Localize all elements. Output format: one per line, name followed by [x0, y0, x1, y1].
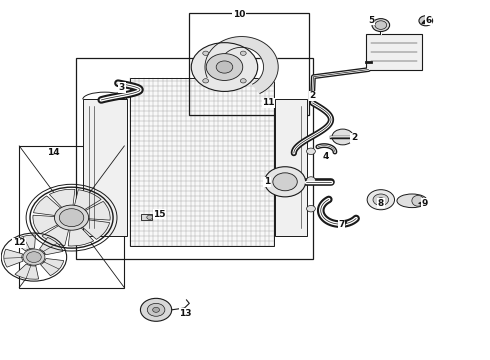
- Circle shape: [59, 209, 84, 226]
- Wedge shape: [39, 237, 63, 255]
- Circle shape: [26, 252, 41, 262]
- Ellipse shape: [412, 195, 424, 206]
- Circle shape: [332, 129, 353, 145]
- Wedge shape: [15, 264, 39, 279]
- Circle shape: [191, 42, 258, 91]
- Text: 10: 10: [233, 10, 245, 19]
- Bar: [130, 78, 274, 246]
- Text: 5: 5: [368, 16, 374, 25]
- Circle shape: [378, 198, 384, 202]
- Circle shape: [153, 307, 159, 312]
- Circle shape: [54, 205, 89, 230]
- Circle shape: [273, 173, 297, 191]
- Wedge shape: [41, 258, 64, 276]
- Text: 8: 8: [378, 199, 384, 208]
- Text: 1: 1: [264, 177, 270, 186]
- Wedge shape: [82, 220, 110, 239]
- Bar: [275, 99, 307, 235]
- Circle shape: [23, 249, 45, 265]
- Circle shape: [367, 190, 394, 210]
- Circle shape: [240, 79, 246, 83]
- Circle shape: [206, 54, 243, 80]
- Text: 14: 14: [47, 148, 60, 157]
- Circle shape: [419, 16, 433, 26]
- Bar: [142, 215, 152, 220]
- Wedge shape: [33, 215, 59, 234]
- Text: 2: 2: [309, 91, 316, 100]
- Circle shape: [141, 298, 172, 321]
- Wedge shape: [4, 249, 23, 267]
- Circle shape: [240, 51, 246, 55]
- Circle shape: [307, 177, 316, 183]
- Bar: [83, 99, 127, 235]
- Text: 2: 2: [351, 133, 357, 142]
- Bar: [366, 34, 422, 69]
- Wedge shape: [74, 190, 101, 210]
- Circle shape: [372, 19, 390, 32]
- Polygon shape: [205, 37, 278, 94]
- Circle shape: [216, 61, 233, 73]
- Circle shape: [147, 303, 165, 316]
- Wedge shape: [42, 225, 69, 246]
- Bar: [130, 78, 274, 246]
- Ellipse shape: [397, 194, 427, 208]
- Wedge shape: [84, 201, 110, 220]
- Text: 11: 11: [262, 98, 275, 107]
- Text: 12: 12: [13, 238, 25, 247]
- Bar: [189, 13, 309, 116]
- Text: 6: 6: [425, 16, 431, 25]
- Wedge shape: [49, 189, 75, 208]
- Circle shape: [373, 194, 389, 206]
- Text: 13: 13: [179, 309, 192, 318]
- Circle shape: [375, 21, 387, 30]
- Wedge shape: [68, 227, 94, 246]
- Circle shape: [307, 148, 316, 154]
- Text: 15: 15: [153, 210, 166, 219]
- Wedge shape: [13, 235, 35, 251]
- Circle shape: [307, 206, 316, 212]
- Circle shape: [265, 167, 306, 197]
- Circle shape: [203, 79, 209, 83]
- Circle shape: [203, 51, 209, 55]
- Circle shape: [147, 215, 153, 220]
- Wedge shape: [33, 196, 61, 216]
- Text: 7: 7: [339, 220, 345, 229]
- Bar: [19, 146, 124, 288]
- Text: 3: 3: [119, 83, 125, 92]
- Bar: [76, 58, 314, 259]
- Text: 4: 4: [322, 152, 329, 161]
- Text: 9: 9: [421, 199, 428, 208]
